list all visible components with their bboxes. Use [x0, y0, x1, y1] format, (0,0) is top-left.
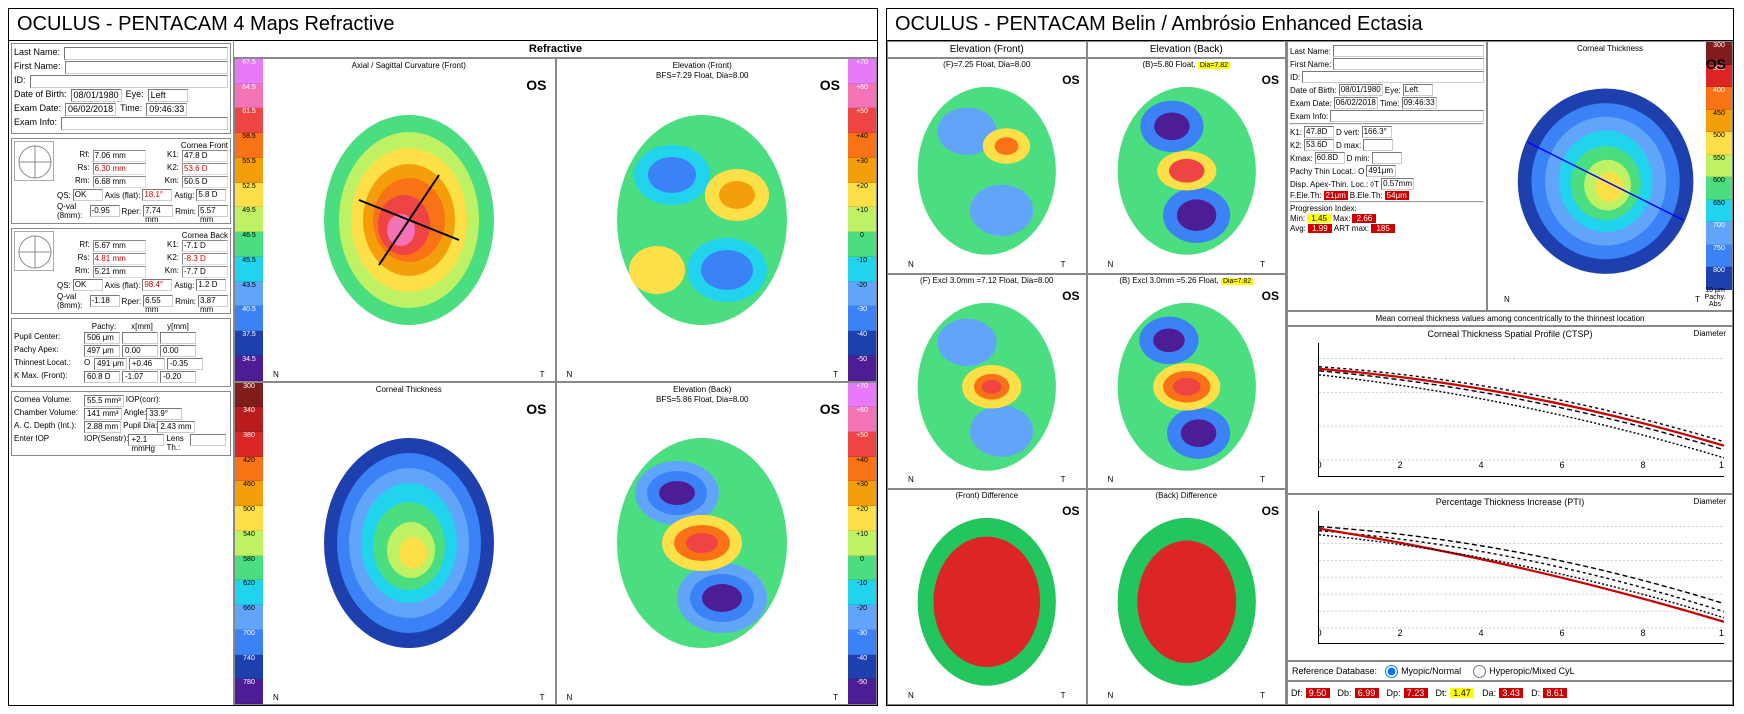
svg-text:10: 10	[1719, 627, 1724, 637]
belin-front-diff-map	[888, 490, 1086, 704]
belin-back-1: (B)=5.80 Float, Dia=7.82 OS N T	[1087, 58, 1287, 274]
right-side: Last Name: First Name: ID: Date of Birth…	[1287, 41, 1733, 705]
belin-maps: Elevation (Front) Elevation (Back) (F)=7…	[887, 41, 1287, 705]
time-field[interactable]: 09:46:33	[146, 103, 187, 116]
svg-text:0: 0	[1319, 627, 1322, 637]
axial-topo	[309, 105, 509, 335]
cornea-back-icon	[14, 231, 54, 271]
cornea-front-icon	[14, 141, 54, 181]
os-label: OS	[526, 77, 546, 93]
svg-text:8: 8	[1640, 627, 1645, 637]
patient-info: Last Name: First Name: ID: Date of Birth…	[11, 43, 231, 134]
exam-label: Exam Date:	[14, 103, 61, 116]
map-elev-back: Elevation (Back) BFS=5.86 Float, Dia=8.0…	[556, 382, 878, 706]
ref-hyperopic-radio[interactable]: Hyperopic/Mixed CyL	[1473, 665, 1575, 678]
header-elev-front: Elevation (Front)	[887, 41, 1087, 58]
belin-front-1-map	[888, 59, 1086, 273]
svg-text:10: 10	[1719, 460, 1724, 470]
thickness-topo	[309, 428, 509, 658]
belin-back-2: (B) Excl 3.0mm =5.26 Float, Dia=7.82 OS …	[1087, 274, 1287, 490]
first-name-label: First Name:	[14, 61, 61, 74]
dob-label: Date of Birth:	[14, 89, 67, 102]
right-thickness-map: Corneal Thickness OS 3003504004505005506…	[1487, 41, 1733, 311]
info-label: Exam Info:	[14, 117, 57, 130]
thickness-topo-right	[1508, 74, 1703, 288]
km-val: 50.5 D	[182, 176, 228, 188]
time-label: Time:	[120, 103, 142, 116]
id-field[interactable]	[30, 75, 228, 88]
pachy-block: Pachy:x[mm]y[mm] Pupil Center:506 μm Pac…	[11, 318, 231, 387]
k1-val: 47.8 D	[182, 150, 228, 162]
belin-front-2: (F) Excl 3.0mm =7.12 Float, Dia=8.00 OS …	[887, 274, 1087, 490]
k2-val: 53.6 D	[182, 163, 228, 175]
maps-area: Refractive 67.564.561.558.555.552.549.54…	[234, 41, 877, 705]
map-axial: 67.564.561.558.555.552.549.546.545.543.5…	[234, 58, 556, 382]
cornea-back-block: Cornea Back Rf:5.67 mmK1:-7.1 D Rs:4.81 …	[11, 228, 231, 314]
scale-axial: 67.564.561.558.555.552.549.546.545.543.5…	[235, 59, 263, 381]
rf-val: 7.06 mm	[93, 150, 146, 162]
scale-elev-front: +70+60+50+40+30+20+100-10-20-30-40-50	[848, 59, 876, 381]
four-maps-panel: OCULUS - PENTACAM 4 Maps Refractive Last…	[8, 8, 878, 706]
elev-front-topo	[602, 105, 802, 335]
cornea-front-block: Cornea Front Rf:7.06 mmK1:47.8 D Rs:6.30…	[11, 138, 231, 224]
scale-elev-back: +70+60+50+40+30+20+100-10-20-30-40-50	[848, 383, 876, 705]
charts-header: Mean corneal thickness values among conc…	[1287, 311, 1733, 326]
header-elev-back: Elevation (Back)	[1087, 41, 1287, 58]
svg-text:4: 4	[1478, 460, 1483, 470]
id-label: ID:	[14, 75, 26, 88]
belin-back-diff-map	[1088, 490, 1286, 704]
exam-field[interactable]: 06/02/2018	[65, 103, 116, 116]
svg-text:0: 0	[1319, 460, 1322, 470]
info-field[interactable]	[61, 117, 228, 130]
scale-thickness: 300340380420460500540580620660700740780	[235, 383, 263, 705]
svg-text:2: 2	[1397, 460, 1402, 470]
svg-text:2: 2	[1397, 627, 1402, 637]
last-name-label: Last Name:	[14, 47, 60, 60]
rs-val: 6.30 mm	[93, 163, 146, 175]
charts-area: Mean corneal thickness values among conc…	[1287, 311, 1733, 661]
left-title: OCULUS - PENTACAM 4 Maps Refractive	[9, 9, 877, 41]
elev-back-topo	[602, 428, 802, 658]
svg-text:6: 6	[1559, 460, 1564, 470]
svg-text:6: 6	[1559, 627, 1564, 637]
dob-field[interactable]: 08/01/1980	[71, 89, 122, 102]
rm-val: 6.68 mm	[93, 176, 146, 188]
ctsp-chart: Corneal Thickness Spatial Profile (CTSP)…	[1287, 326, 1733, 494]
svg-text:4: 4	[1478, 627, 1483, 637]
belin-front-1: (F)=7.25 Float, Dia=8.00 OS N T	[887, 58, 1087, 274]
belin-front-2-map	[888, 275, 1086, 489]
belin-back-2-map	[1088, 275, 1286, 489]
eye-label: Eye:	[126, 89, 144, 102]
map-elev-front: Elevation (Front) BFS=7.29 Float, Dia=8.…	[556, 58, 878, 382]
ctsp-plot: 40060080010000246810	[1318, 343, 1724, 477]
pti-chart: Percentage Thickness Increase (PTI) Diam…	[1287, 494, 1733, 662]
svg-text:8: 8	[1640, 460, 1645, 470]
chamber-block: Cornea Volume:55.5 mm³IOP(corr): Chamber…	[11, 391, 231, 456]
belin-panel: OCULUS - PENTACAM Belin / Ambrósio Enhan…	[886, 8, 1734, 706]
cornea-front-title: Cornea Front	[57, 141, 228, 150]
belin-front-diff: (Front) Difference OS N T	[887, 489, 1087, 705]
d-values-bar: Df:9.50 Db:6.99 Dp:7.23 Dt:1.47 Da:3.43 …	[1287, 681, 1733, 705]
reference-block: Reference Database: Myopic/Normal Hypero…	[1287, 661, 1733, 681]
last-name-field[interactable]	[64, 47, 228, 60]
right-title: OCULUS - PENTACAM Belin / Ambrósio Enhan…	[887, 9, 1733, 41]
cornea-back-title: Cornea Back	[57, 231, 228, 240]
maps-title: Refractive	[234, 41, 877, 58]
belin-back-diff: (Back) Difference OS N T	[1087, 489, 1287, 705]
left-content: Last Name: First Name: ID: Date of Birth…	[9, 41, 877, 705]
pti-plot: 01020304050600246810	[1318, 511, 1724, 645]
right-patient-block: Last Name: First Name: ID: Date of Birth…	[1287, 41, 1487, 311]
scale-thickness-right: 300350400450500550600650700750800	[1706, 42, 1732, 290]
ref-myopic-radio[interactable]: Myopic/Normal	[1385, 665, 1461, 678]
eye-field[interactable]: Left	[148, 89, 188, 102]
first-name-field[interactable]	[65, 61, 228, 74]
left-sidebar: Last Name: First Name: ID: Date of Birth…	[9, 41, 234, 705]
belin-back-1-map	[1088, 59, 1286, 273]
map-thickness: 300340380420460500540580620660700740780 …	[234, 382, 556, 706]
